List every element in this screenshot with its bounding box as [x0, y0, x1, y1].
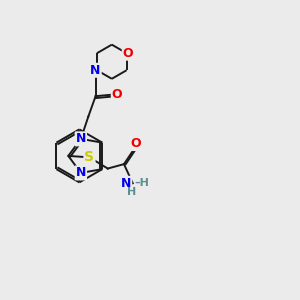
Text: N: N: [121, 177, 131, 190]
Text: O: O: [123, 47, 134, 60]
Text: N: N: [76, 167, 86, 179]
Text: S: S: [85, 150, 94, 164]
Text: –H: –H: [134, 178, 149, 188]
Text: O: O: [130, 137, 141, 150]
Text: N: N: [90, 64, 101, 77]
Text: O: O: [112, 88, 122, 101]
Text: H: H: [127, 187, 136, 196]
Text: N: N: [76, 132, 86, 146]
